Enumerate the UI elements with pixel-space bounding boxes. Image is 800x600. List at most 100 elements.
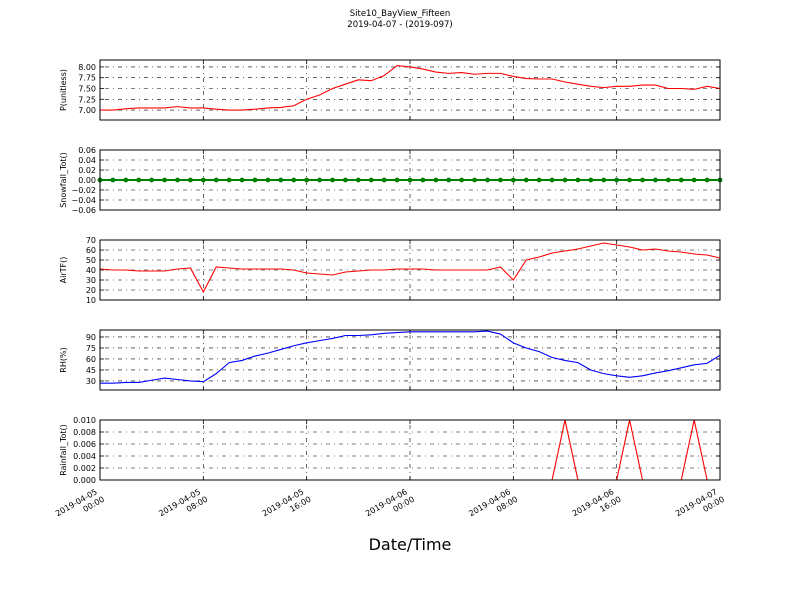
data-point: [485, 177, 490, 183]
y-tick-label: 75: [86, 344, 96, 353]
data-point: [226, 177, 232, 183]
data-point: [355, 177, 361, 183]
plot-frame: [99, 59, 721, 121]
subtitle: 2019-04-07 - (2019-097): [347, 20, 452, 30]
data-point: [343, 177, 348, 183]
y-tick-label: 0.06: [78, 146, 96, 155]
data-point: [588, 177, 594, 183]
data-point: [575, 177, 581, 183]
subplot: −0.06−0.04−0.020.000.020.040.06 Snowfall_…: [59, 146, 723, 215]
y-tick-label: 7.00: [78, 106, 96, 115]
data-line: [99, 242, 721, 294]
data-point: [510, 177, 516, 183]
y-tick-label: 10: [86, 296, 96, 305]
data-point: [498, 177, 503, 183]
data-point: [252, 177, 258, 183]
subplot: 0.000 0.002 0.004 0.006 0.008 0.010 Rainfall_T…: [59, 416, 721, 485]
y-tick-label: 7.75: [78, 74, 96, 83]
plot-frame: [99, 419, 721, 481]
data-point: [381, 177, 387, 183]
data-point: [394, 177, 400, 183]
data-point: [136, 177, 142, 183]
data-point: [188, 177, 193, 183]
data-point: [536, 177, 542, 183]
data-point: [162, 177, 167, 183]
data-point: [291, 177, 297, 183]
data-point: [601, 177, 607, 183]
data-point: [420, 177, 426, 183]
data-point: [175, 177, 180, 183]
data-point: [691, 177, 697, 183]
data-point: [265, 177, 271, 183]
y-tick-label: 20: [86, 286, 96, 295]
y-tick-label: −0.06: [71, 206, 96, 215]
data-point: [368, 177, 374, 183]
y-tick-label: 0.004: [73, 452, 96, 461]
data-point: [459, 177, 465, 183]
data-point: [239, 177, 245, 183]
y-tick-label: 60: [86, 246, 96, 255]
y-axis-label: RH(%): [59, 347, 68, 372]
y-tick-label: −0.04: [71, 196, 96, 205]
data-point: [653, 177, 658, 183]
y-tick-label: 0.04: [78, 156, 96, 165]
data-point: [704, 177, 710, 183]
data-point: [614, 177, 620, 183]
y-tick-label: 45: [86, 366, 96, 375]
data-point: [330, 177, 335, 183]
data-line: [100, 330, 721, 384]
data-point: [640, 177, 645, 183]
y-tick-label: 0.008: [73, 428, 96, 437]
data-point: [446, 177, 452, 183]
x-tick-label: 2019-04-06 16:00: [571, 486, 623, 527]
y-tick-label: 8.00: [78, 63, 96, 72]
x-axis-label: Date/Time: [369, 535, 452, 554]
y-tick-label: 0.006: [73, 440, 96, 449]
y-tick-label: 30: [86, 276, 96, 285]
x-tick-label: 2019-04-06 00:00: [364, 486, 416, 527]
data-point: [149, 177, 155, 183]
data-point: [110, 177, 116, 183]
y-tick-label: 50: [86, 256, 96, 265]
plot-frame: [99, 239, 721, 301]
y-tick-label: 0.02: [78, 166, 96, 175]
y-tick-label: 7.50: [78, 84, 96, 93]
data-point: [123, 177, 129, 183]
data-point: [407, 177, 413, 183]
y-tick-label: 90: [86, 333, 96, 342]
y-tick-label: 0.00: [78, 176, 96, 185]
data-point: [278, 177, 284, 183]
x-tick-label: 2019-04-07 00:00: [674, 486, 726, 527]
y-axis-label: Rainfall_Tot(): [59, 424, 68, 476]
data-point: [562, 177, 568, 183]
data-point: [433, 177, 439, 183]
title: Site10_BayView_Fifteen: [350, 9, 451, 19]
y-tick-label: 0.002: [73, 464, 96, 473]
subplot: 7.00 7.25 7.507.75 8.00 P(unitless): [59, 59, 721, 121]
x-tick-label: 2019-04-06 08:00: [467, 486, 519, 527]
subplot: 30 45 60 75 90 RH(%): [59, 329, 721, 391]
data-point: [317, 177, 322, 183]
y-tick-label: 60: [86, 355, 96, 364]
y-tick-label: 0.000: [73, 476, 96, 485]
y-axis-label: P(unitless): [59, 69, 68, 111]
data-line: [100, 65, 721, 111]
y-tick-label: 70: [86, 236, 96, 245]
x-tick-label: 2019-04-05 16:00: [261, 486, 313, 527]
y-axis-label: AirTF(): [59, 257, 68, 284]
data-point: [627, 177, 632, 183]
plot-frame: [99, 329, 721, 391]
data-point: [200, 177, 206, 183]
y-tick-label: 7.25: [78, 95, 96, 104]
data-point: [665, 177, 671, 183]
y-tick-label: 40: [86, 266, 96, 275]
y-tick-label: 0.010: [73, 416, 96, 425]
data-point: [304, 177, 310, 183]
data-point: [523, 177, 529, 183]
data-point: [678, 177, 684, 183]
y-tick-label: 30: [86, 377, 96, 386]
plot-frame: [99, 149, 721, 211]
data-point: [213, 177, 219, 183]
